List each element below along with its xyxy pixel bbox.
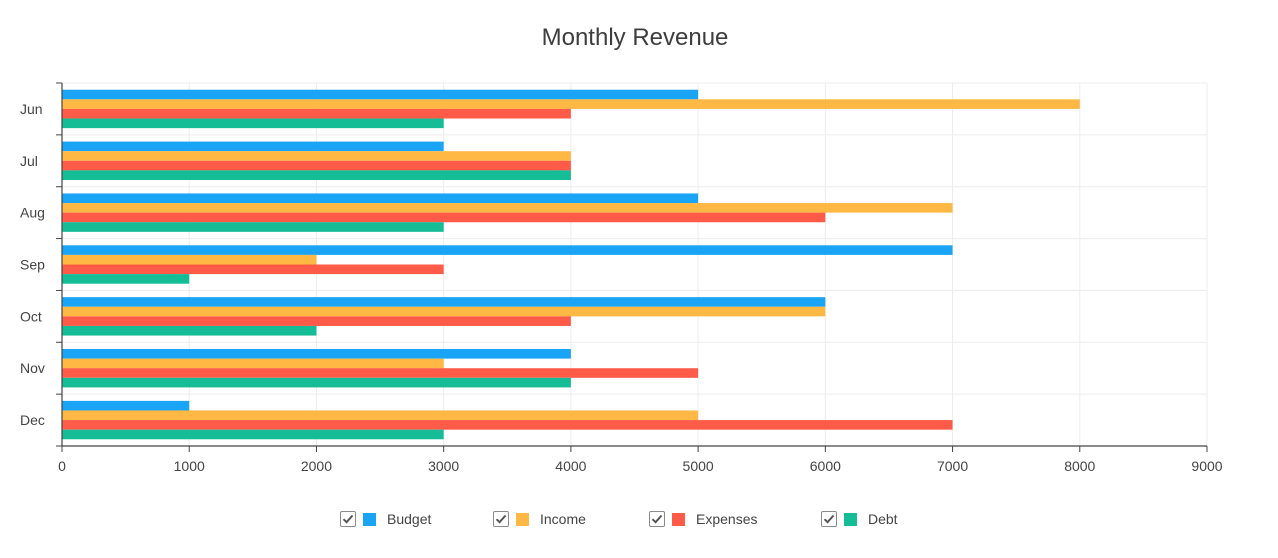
bar-expenses-aug[interactable]	[62, 212, 826, 223]
x-tick-label: 4000	[555, 458, 586, 474]
x-tick-label: 2000	[301, 458, 332, 474]
x-tick-label: 7000	[937, 458, 968, 474]
x-tick-label: 6000	[810, 458, 841, 474]
bar-budget-sep[interactable]	[62, 245, 953, 255]
legend-label: Income	[540, 511, 586, 527]
legend-label: Debt	[868, 511, 898, 527]
bar-budget-nov[interactable]	[62, 349, 571, 359]
legend-item-expenses[interactable]: Expenses	[649, 511, 757, 527]
legend-item-income[interactable]: Income	[493, 511, 586, 527]
x-tick-label: 8000	[1064, 458, 1095, 474]
legend-item-budget[interactable]: Budget	[340, 511, 431, 527]
legend-label: Expenses	[696, 511, 758, 527]
bar-expenses-oct[interactable]	[62, 316, 571, 326]
bar-budget-dec[interactable]	[62, 400, 190, 411]
y-tick-label: Aug	[20, 205, 45, 221]
x-tick-label: 3000	[428, 458, 459, 474]
checkbox-icon[interactable]	[493, 511, 509, 527]
x-tick-label: 0	[58, 458, 66, 474]
axes: Jun Jul Aug Sep Oct Nov Dec 0 1000 2000 3000 4000 50…	[20, 82, 1223, 474]
y-tick-label: Jun	[20, 101, 43, 117]
checkbox-icon[interactable]	[340, 511, 356, 527]
y-tick-label: Nov	[20, 360, 45, 376]
y-tick-label: Sep	[20, 257, 45, 273]
bar-debt-dec[interactable]	[62, 429, 444, 440]
bars	[62, 89, 1080, 440]
bar-budget-oct[interactable]	[62, 297, 826, 307]
bar-debt-nov[interactable]	[62, 377, 571, 388]
bar-debt-sep[interactable]	[62, 274, 190, 284]
legend-swatch	[516, 512, 529, 526]
bar-income-jul[interactable]	[62, 151, 571, 161]
checkbox-icon[interactable]	[649, 511, 665, 527]
bar-expenses-nov[interactable]	[62, 368, 699, 378]
bar-income-nov[interactable]	[62, 358, 444, 369]
bar-income-aug[interactable]	[62, 203, 953, 213]
bar-income-sep[interactable]	[62, 254, 317, 265]
chart-title: Monthly Revenue	[541, 24, 729, 51]
checkbox-icon[interactable]	[821, 511, 837, 527]
legend-swatch	[672, 512, 685, 526]
bar-debt-aug[interactable]	[62, 222, 444, 232]
legend-item-debt[interactable]: Debt	[821, 511, 898, 527]
bar-debt-oct[interactable]	[62, 325, 317, 336]
bar-budget-jul[interactable]	[62, 141, 444, 152]
bar-expenses-dec[interactable]	[62, 420, 953, 430]
x-tick-label: 5000	[683, 458, 714, 474]
y-tick-label: Jul	[20, 153, 38, 169]
bar-budget-jun[interactable]	[62, 89, 699, 100]
x-tick-label: 9000	[1191, 458, 1222, 474]
bar-debt-jul[interactable]	[62, 170, 571, 180]
bar-chart: Jun Jul Aug Sep Oct Nov Dec 0 1000 2000 3000 4000 50…	[20, 82, 1223, 474]
legend: Budget Income Expenses Debt	[0, 511, 1278, 533]
bar-budget-aug[interactable]	[62, 193, 699, 204]
y-tick-label: Oct	[20, 308, 42, 324]
x-tick-label: 1000	[174, 458, 205, 474]
bar-expenses-sep[interactable]	[62, 264, 444, 275]
y-tick-label: Dec	[20, 412, 45, 428]
bar-income-dec[interactable]	[62, 410, 699, 421]
bar-income-jun[interactable]	[62, 99, 1080, 109]
bar-debt-jun[interactable]	[62, 118, 444, 129]
bar-expenses-jun[interactable]	[62, 108, 571, 119]
legend-label: Budget	[387, 511, 432, 527]
bar-income-oct[interactable]	[62, 306, 826, 317]
legend-swatch	[363, 512, 376, 526]
legend-swatch	[844, 512, 857, 526]
bar-expenses-jul[interactable]	[62, 160, 571, 171]
